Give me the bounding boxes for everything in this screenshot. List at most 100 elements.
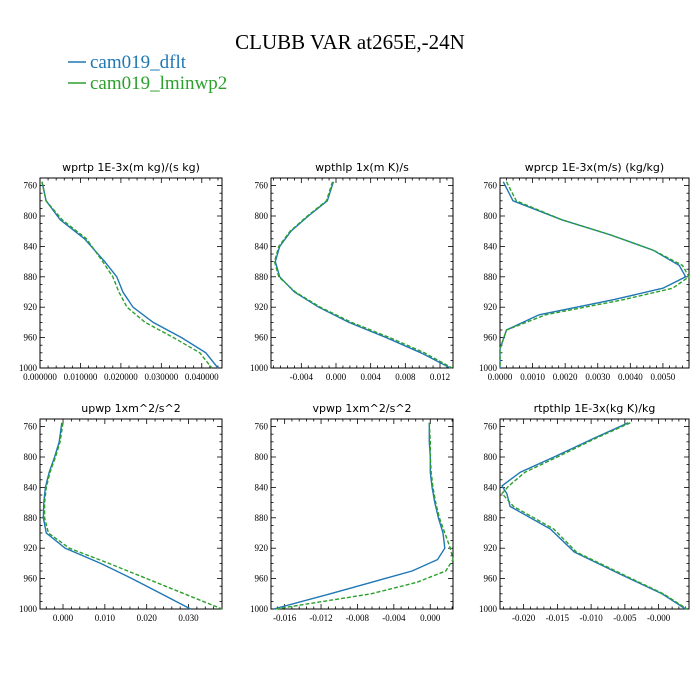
y-tick-label: 760: [24, 422, 38, 432]
x-tick-label: 0.020000: [104, 372, 138, 382]
series-line-cam019_lminwp2: [275, 422, 454, 610]
y-tick-label: 840: [484, 482, 498, 492]
y-tick-label: 960: [255, 333, 269, 343]
x-tick-label: -0.015: [546, 613, 570, 623]
y-tick-label: 960: [24, 574, 38, 584]
plot-frame: [270, 418, 454, 610]
x-tick-label: 0.040000: [185, 372, 219, 382]
x-tick-label: 0.012: [430, 372, 450, 382]
x-tick-label: 0.020: [137, 613, 158, 623]
panel-3: wprcp 1E-3x(m/s) (kg/kg) 760 800 840 880 920 9…: [479, 161, 690, 382]
y-tick-label: 760: [255, 181, 269, 191]
x-tick-label: 0.0010: [520, 372, 545, 382]
y-tick-label: 960: [255, 574, 269, 584]
x-tick-label: 0.010000: [64, 372, 98, 382]
panels: wprtp 1E-3x(m kg)/(s kg) 760 800 840 880 920 9…: [19, 161, 690, 623]
y-tick-label: 960: [484, 333, 498, 343]
y-tick-label: 880: [484, 513, 498, 523]
y-tick-label: 760: [24, 181, 38, 191]
panel-title: wprcp 1E-3x(m/s) (kg/kg): [525, 161, 664, 174]
series-line-cam019_lminwp2: [501, 422, 688, 610]
x-tick-label: 0.0050: [651, 372, 676, 382]
panel-title: vpwp 1xm^2/s^2: [312, 402, 411, 415]
y-tick-label: 1000: [19, 363, 38, 373]
series-line-cam019_dflt: [41, 181, 219, 369]
series-line-cam019_lminwp2: [499, 181, 690, 368]
y-tick-label: 880: [24, 513, 38, 523]
y-tick-label: 1000: [250, 604, 269, 614]
plot-frame: [270, 177, 454, 369]
x-tick-label: 0.0030: [585, 372, 610, 382]
y-tick-label: 1000: [250, 363, 269, 373]
panel-4: upwp 1xm^2/s^2 760 800 840 880 920 960 1000 0.00…: [19, 402, 223, 623]
x-tick-label: -0.004: [290, 372, 314, 382]
y-tick-label: 760: [484, 181, 498, 191]
x-tick-label: 0.010: [95, 613, 116, 623]
x-tick-label: -0.012: [309, 613, 332, 623]
legend: cam019_dflt cam019_lminwp2: [68, 52, 227, 94]
series-line-cam019_dflt: [499, 181, 687, 368]
y-tick-label: 920: [24, 302, 38, 312]
x-tick-label: 0.000000: [23, 372, 57, 382]
y-tick-label: 880: [484, 272, 498, 282]
y-tick-label: 800: [484, 452, 498, 462]
plot-frame: [39, 177, 223, 369]
y-tick-label: 920: [484, 302, 498, 312]
x-tick-label: 0.000: [420, 613, 441, 623]
y-tick-label: 1000: [19, 604, 38, 614]
x-tick-label: 0.000: [326, 372, 347, 382]
x-tick-label: 0.030000: [144, 372, 178, 382]
plot-frame: [39, 418, 223, 610]
x-tick-label: 0.000: [53, 613, 74, 623]
y-tick-label: 840: [255, 482, 269, 492]
legend-label-lminwp2: cam019_lminwp2: [90, 73, 227, 94]
x-tick-label: 0.0040: [618, 372, 643, 382]
plot-frame: [499, 418, 690, 610]
y-tick-label: 920: [255, 302, 269, 312]
y-tick-label: 840: [484, 241, 498, 251]
y-tick-label: 1000: [479, 363, 498, 373]
y-tick-label: 880: [24, 272, 38, 282]
x-tick-label: 0.008: [395, 372, 416, 382]
panel-title: upwp 1xm^2/s^2: [81, 402, 181, 415]
x-tick-label: -0.016: [273, 613, 297, 623]
y-tick-label: 960: [24, 333, 38, 343]
y-tick-label: 800: [484, 211, 498, 221]
legend-label-dflt: cam019_dflt: [90, 52, 187, 73]
y-tick-label: 1000: [479, 604, 498, 614]
y-tick-label: 760: [484, 422, 498, 432]
x-tick-label: 0.0000: [488, 372, 513, 382]
x-tick-label: -0.000: [647, 613, 671, 623]
y-tick-label: 880: [255, 513, 269, 523]
plot-frame: [499, 177, 690, 369]
y-tick-label: 760: [255, 422, 269, 432]
x-tick-label: -0.005: [613, 613, 637, 623]
x-tick-label: 0.004: [361, 372, 382, 382]
panel-title: rtpthlp 1E-3x(kg K)/kg: [534, 402, 656, 415]
panel-title: wprtp 1E-3x(m kg)/(s kg): [62, 161, 200, 174]
y-tick-label: 920: [484, 543, 498, 553]
series-line-cam019_lminwp2: [273, 181, 453, 369]
panel-6: rtpthlp 1E-3x(kg K)/kg 760 800 840 880 920 960…: [479, 402, 690, 623]
y-tick-label: 920: [24, 543, 38, 553]
y-tick-label: 800: [24, 211, 38, 221]
x-tick-label: 0.0020: [553, 372, 578, 382]
figure-title: CLUBB VAR at265E,-24N: [235, 30, 465, 54]
y-tick-label: 800: [24, 452, 38, 462]
y-tick-label: 960: [484, 574, 498, 584]
y-tick-label: 840: [255, 241, 269, 251]
y-tick-label: 880: [255, 272, 269, 282]
x-tick-label: -0.008: [346, 613, 370, 623]
x-tick-label: 0.030: [178, 613, 199, 623]
panel-1: wprtp 1E-3x(m kg)/(s kg) 760 800 840 880 920 9…: [19, 161, 223, 382]
x-tick-label: -0.010: [580, 613, 604, 623]
y-tick-label: 800: [255, 452, 269, 462]
panel-title: wpthlp 1x(m K)/s: [315, 161, 409, 174]
y-tick-label: 840: [24, 241, 38, 251]
series-line-cam019_dflt: [42, 422, 191, 610]
y-tick-label: 840: [24, 482, 38, 492]
x-tick-label: -0.004: [382, 613, 406, 623]
series-line-cam019_dflt: [274, 181, 451, 369]
series-line-cam019_lminwp2: [41, 181, 213, 369]
